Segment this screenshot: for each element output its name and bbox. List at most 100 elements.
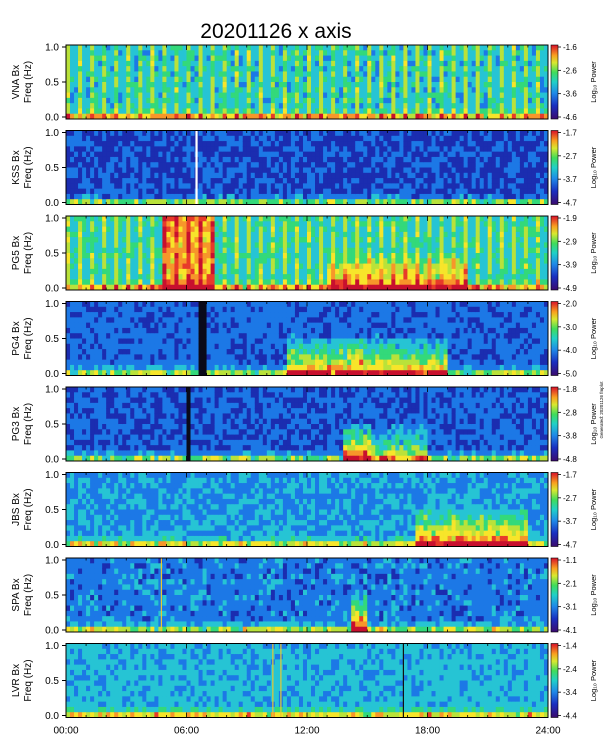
heatmap-cell [210,66,216,72]
heatmap-cell [327,237,332,243]
heatmap-cell [66,146,71,153]
heatmap-cell [182,60,187,67]
heatmap-cell [403,268,408,275]
heatmap-cell [282,55,288,62]
heatmap-cell [399,172,404,179]
heatmap-cell [379,135,384,142]
heatmap-cell [190,108,195,115]
heatmap-cell [479,188,485,195]
heatmap-cell [270,135,276,142]
heatmap-cell [351,151,356,158]
heatmap-cell [403,156,408,163]
heatmap-cell [319,97,324,104]
heatmap-cell [487,71,493,78]
heatmap-cell [86,55,91,62]
heatmap-cell [250,82,256,88]
heatmap-cell [367,103,372,109]
heatmap-cell [375,284,380,291]
heatmap-cell [134,71,139,78]
heatmap-cell [311,172,316,179]
heatmap-cell [294,71,300,78]
heatmap-cell [194,226,199,233]
heatmap-cell [483,60,489,67]
y-axis-label: Freq (Hz) [23,61,34,103]
heatmap-cell [387,113,392,120]
heatmap-cell [427,162,432,168]
y-tick-label: 1.0 [45,128,59,139]
heatmap-cell [234,284,240,291]
heatmap-cell [114,226,119,233]
heatmap-cell [375,97,380,104]
heatmap-cell [230,45,236,51]
heatmap-cell [134,135,139,142]
heatmap-cell [355,113,360,120]
heatmap-cell [371,97,376,104]
heatmap-cell [459,183,465,190]
heatmap-cell [202,199,207,205]
heatmap-cell [86,183,91,190]
heatmap-cell [523,82,529,88]
heatmap-cell [290,231,296,238]
heatmap-cell [307,151,312,158]
heatmap-cell [170,156,175,163]
heatmap-cell [254,50,260,56]
heatmap-cell [266,87,272,93]
heatmap-cell [270,60,276,67]
heatmap-cell [315,263,320,270]
heatmap-cell [387,247,392,254]
heatmap-cell [134,284,139,291]
heatmap-cell [166,50,171,56]
heatmap-cell [90,55,95,62]
heatmap-cell [170,231,175,238]
heatmap-cell [78,183,83,190]
heatmap-cell [395,130,400,137]
heatmap-cell [238,188,244,195]
heatmap-cell [471,113,477,120]
heatmap-cell [78,55,83,62]
heatmap-cell [114,146,119,153]
heatmap-cell [98,221,103,227]
heatmap-cell [431,97,436,104]
heatmap-cell [327,216,332,222]
heatmap-cell [479,268,485,275]
heatmap-cell [367,92,372,99]
heatmap-cell [202,162,207,168]
heatmap-cell [351,274,356,280]
heatmap-cell [194,113,199,120]
heatmap-cell [399,253,404,259]
heatmap-cell [335,146,340,153]
heatmap-cell [266,50,272,56]
heatmap-cell [391,199,396,205]
heatmap-cell [383,87,388,93]
heatmap-cell [86,216,91,222]
heatmap-cell [479,162,485,168]
heatmap-cell [286,82,292,88]
heatmap-cell [475,167,481,174]
heatmap-cell [471,221,477,227]
heatmap-cell [270,87,276,93]
heatmap-cell [146,87,151,93]
heatmap-cell [122,71,127,78]
heatmap-cell [230,130,236,137]
heatmap-cell [230,193,236,200]
heatmap-cell [226,167,232,174]
heatmap-cell [351,263,356,270]
heatmap-cell [150,87,155,93]
heatmap-cell [114,113,119,120]
heatmap-cell [78,45,83,51]
heatmap-cell [98,242,103,249]
heatmap-cell [206,71,211,78]
heatmap-cell [134,274,139,280]
heatmap-cell [106,130,111,137]
heatmap-cell [375,263,380,270]
heatmap-cell [130,97,135,104]
heatmap-cell [431,284,436,291]
heatmap-cell [78,156,83,163]
heatmap-cell [174,193,179,200]
heatmap-cell [411,167,416,174]
heatmap-cell [335,247,340,254]
heatmap-cell [527,199,533,205]
heatmap-cell [491,221,497,227]
heatmap-cell [250,216,256,222]
heatmap-cell [274,242,280,249]
